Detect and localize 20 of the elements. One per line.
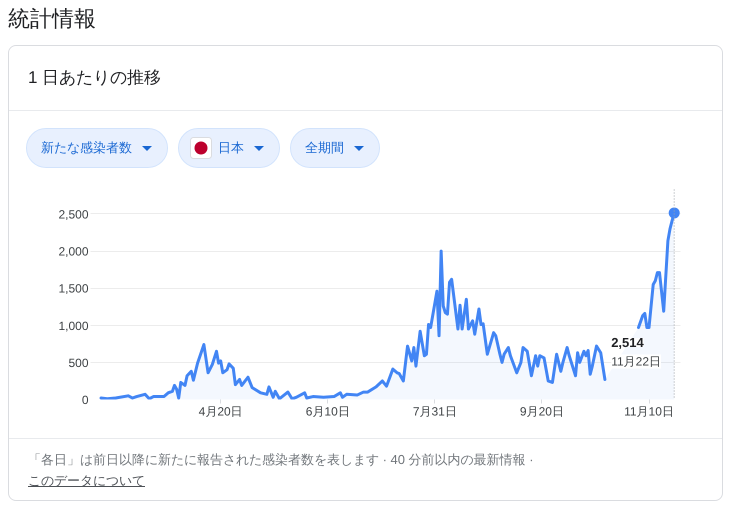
y-tick-label: 1,500 [58,282,89,296]
y-tick-label: 1,000 [58,318,89,333]
y-tick-label: 2,000 [58,244,89,259]
annotation: 2,514 [611,335,645,350]
x-tick-label: 4月20日 [198,404,243,418]
text: 新たな感染者数 [41,139,132,157]
chart-title: 統計情報 [7,5,96,32]
text: 「各日」は前日以降に新たに報告された感染者数を表します · 40 分前以内の最新情報 · [28,451,535,469]
text: 日本 [218,139,244,157]
x-tick-label: 11月10日 [624,404,674,418]
chart-subtitle: 1 日あたりの推移 [9,46,722,111]
text: 全期間 [305,139,344,157]
x-tick-label: 9月20日 [520,404,564,418]
x-tick-label: 7月31日 [412,404,457,418]
y-tick-label: 2,500 [58,207,89,222]
y-tick-label: 0 [82,393,89,407]
text: このデータについて [28,473,145,488]
y-tick-label: 500 [68,356,89,370]
x-tick-label: 6月10日 [306,404,350,418]
annotation: 11月22日 [611,354,662,368]
